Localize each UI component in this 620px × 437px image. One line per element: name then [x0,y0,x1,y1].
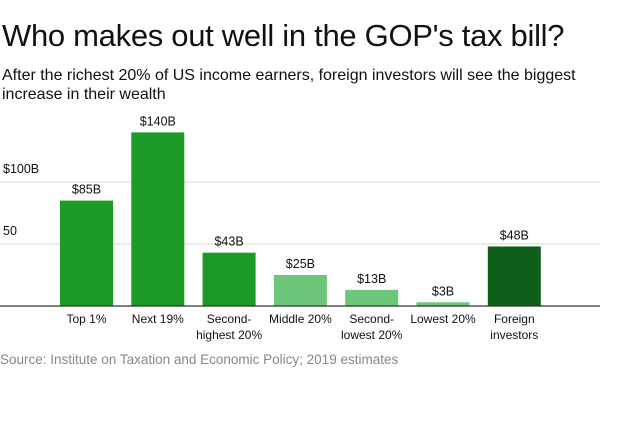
bar-value-label: $85B [72,183,101,197]
x-category-label: highest 20% [196,328,262,342]
bar-value-label: $140B [140,114,176,128]
x-category-label: Second- [207,312,252,326]
bar [416,302,470,306]
bar [487,246,541,306]
y-tick-label: 50 [3,224,17,238]
bar [273,275,327,306]
bar [202,252,256,306]
chart-subtitle: After the richest 20% of US income earne… [2,67,576,103]
bar [131,132,185,306]
bar-value-label: $43B [214,235,243,249]
bar-value-label: $48B [500,228,529,242]
x-category-label: Foreign [494,312,535,326]
x-category-label: Second- [349,312,394,326]
bar-value-label: $13B [357,272,386,286]
bar [345,289,399,306]
x-category-label: Middle 20% [269,312,332,326]
bar-value-label: $25B [286,257,315,271]
bar [60,200,113,306]
bar-value-label: $3B [432,284,454,298]
y-tick-label: $100B [3,162,39,176]
x-category-label: Top 1% [66,312,106,326]
x-category-label: lowest 20% [341,328,403,342]
x-category-label: investors [490,328,538,342]
chart-title: Who makes out well in the GOP's tax bill… [2,18,565,53]
x-category-label: Lowest 20% [410,312,476,326]
source-note: Source: Institute on Taxation and Econom… [0,352,399,367]
x-category-label: Next 19% [132,312,184,326]
